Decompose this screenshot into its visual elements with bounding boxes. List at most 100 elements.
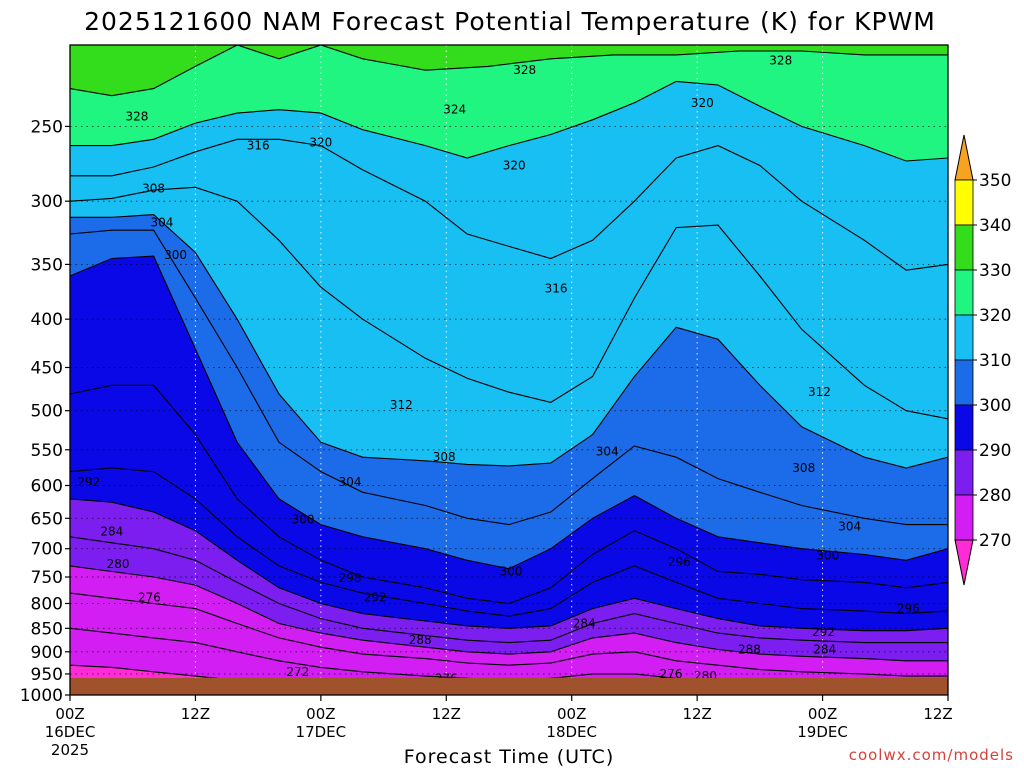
contour-label: 328 xyxy=(513,63,536,77)
contour-label: 280 xyxy=(107,557,130,571)
contour-label: 328 xyxy=(769,54,792,68)
contour-label: 300 xyxy=(816,549,839,563)
contour-label: 292 xyxy=(77,475,100,489)
y-tick-label: 600 xyxy=(31,476,63,496)
isentrope-300 xyxy=(70,255,948,570)
colorbar-band xyxy=(954,179,974,226)
x-tick-label: 00Z xyxy=(557,705,586,723)
contour-label: 288 xyxy=(738,643,761,657)
x-tick-label: 00Z xyxy=(55,705,84,723)
isentrope-280 xyxy=(70,565,948,662)
isentrope-284 xyxy=(70,536,948,644)
colorbar-tick-label: 320 xyxy=(979,306,1011,326)
isentrope-308 xyxy=(70,214,948,469)
y-tick-label: 400 xyxy=(31,310,63,330)
x-tick-label: 12Z xyxy=(181,705,210,723)
contour-label: 304 xyxy=(339,475,362,489)
colorbar-tick-label: 290 xyxy=(979,441,1011,461)
y-tick-label: 700 xyxy=(31,540,63,560)
y-tick-label: 250 xyxy=(31,117,63,137)
credit-text: coolwx.com/models xyxy=(849,746,1014,764)
y-tick-label: 800 xyxy=(31,594,63,614)
contour-label: 304 xyxy=(151,215,174,229)
contour-label: 304 xyxy=(596,444,619,458)
contour-label: 320 xyxy=(309,135,332,149)
plot-frame xyxy=(69,44,949,696)
contour-label: 300 xyxy=(164,248,187,262)
colorbar-band xyxy=(954,269,974,316)
contour-label: 320 xyxy=(503,158,526,172)
x-tick-date: 18DEC xyxy=(546,723,597,741)
colorbar-under-arrow xyxy=(954,539,974,586)
y-tick-label: 900 xyxy=(31,643,63,663)
x-tick-date: 17DEC xyxy=(296,723,347,741)
isentrope-316 xyxy=(70,138,948,271)
contour-label: 296 xyxy=(668,555,691,569)
x-tick-date: 16DEC xyxy=(45,723,96,741)
colorbar-tick-label: 330 xyxy=(979,261,1011,281)
contour-label: 300 xyxy=(500,564,523,578)
y-tick-label: 950 xyxy=(31,665,63,685)
colorbar-tick-label: 350 xyxy=(979,171,1011,191)
y-tick-label: 850 xyxy=(31,619,63,639)
chart-title: 2025121600 NAM Forecast Potential Temper… xyxy=(84,7,936,36)
y-tick-label: 300 xyxy=(31,192,63,212)
y-tick-label: 1000 xyxy=(20,686,63,706)
contour-label: 296 xyxy=(897,602,920,616)
contour-label: 292 xyxy=(812,625,835,639)
contour-label: 316 xyxy=(247,139,270,153)
isentrope-320 xyxy=(70,80,948,162)
x-tick-label: 12Z xyxy=(923,705,952,723)
contour-label: 284 xyxy=(813,643,836,657)
contour-label: 308 xyxy=(792,461,815,475)
isentrope-292 xyxy=(70,467,948,617)
colorbar-band xyxy=(954,314,974,361)
x-tick-label: 00Z xyxy=(808,705,837,723)
colorbar-tick-label: 300 xyxy=(979,396,1011,416)
isentrope-276 xyxy=(70,592,948,677)
isentrope-328 xyxy=(70,45,948,97)
contour-label: 276 xyxy=(660,667,683,681)
contour-label: 276 xyxy=(138,590,161,604)
colorbar-tick-label: 280 xyxy=(979,486,1011,506)
contour-label: 272 xyxy=(286,665,309,679)
contour-label: 304 xyxy=(838,519,861,533)
isentrope-304 xyxy=(70,229,948,526)
contour-label: 324 xyxy=(443,103,466,117)
colorbar-band xyxy=(954,494,974,541)
y-tick-label: 450 xyxy=(31,358,63,378)
colorbar-tick-label: 340 xyxy=(979,216,1011,236)
plot-area: 328 328 328 324 320 316 320 320 308 304 300 316 312 3… xyxy=(70,45,948,695)
y-tick-label: 550 xyxy=(31,441,63,461)
x-axis-label: Forecast Time (UTC) xyxy=(404,746,614,768)
colorbar-over-arrow xyxy=(954,134,974,181)
colorbar-band xyxy=(954,224,974,271)
isentrope-296 xyxy=(70,384,948,605)
contour-label: 298 xyxy=(339,571,362,585)
contour-label: 308 xyxy=(433,450,456,464)
y-tick-label: 750 xyxy=(31,568,63,588)
y-axis: 250 300 350 400 450 500 550 600 650 700 750 800 850 9… xyxy=(20,117,70,706)
x-tick-label: 12Z xyxy=(432,705,461,723)
x-tick-date: 19DEC xyxy=(797,723,848,741)
contour-label: 284 xyxy=(573,616,596,630)
theta-bands xyxy=(70,45,948,695)
contour-label: 308 xyxy=(142,182,165,196)
y-tick-label: 650 xyxy=(31,509,63,529)
contour-label: 328 xyxy=(125,109,148,123)
contour-label: 292 xyxy=(364,590,387,604)
colorbar-tick-label: 270 xyxy=(979,531,1011,551)
colorbar-band xyxy=(954,359,974,406)
contour-label: 312 xyxy=(390,398,413,412)
colorbar: 350 340 330 320 310 300 290 280 270 xyxy=(954,134,1011,586)
contour-label: 320 xyxy=(691,96,714,110)
contour-label: 284 xyxy=(100,524,123,538)
x-tick-label: 00Z xyxy=(306,705,335,723)
contour-label: 316 xyxy=(545,281,568,295)
y-tick-label: 500 xyxy=(31,402,63,422)
x-tick-year: 2025 xyxy=(51,741,89,759)
ground-surface xyxy=(70,678,948,695)
contour-label: 300 xyxy=(292,513,315,527)
isentrope-312 xyxy=(70,186,948,420)
contour-label: 312 xyxy=(808,385,831,399)
